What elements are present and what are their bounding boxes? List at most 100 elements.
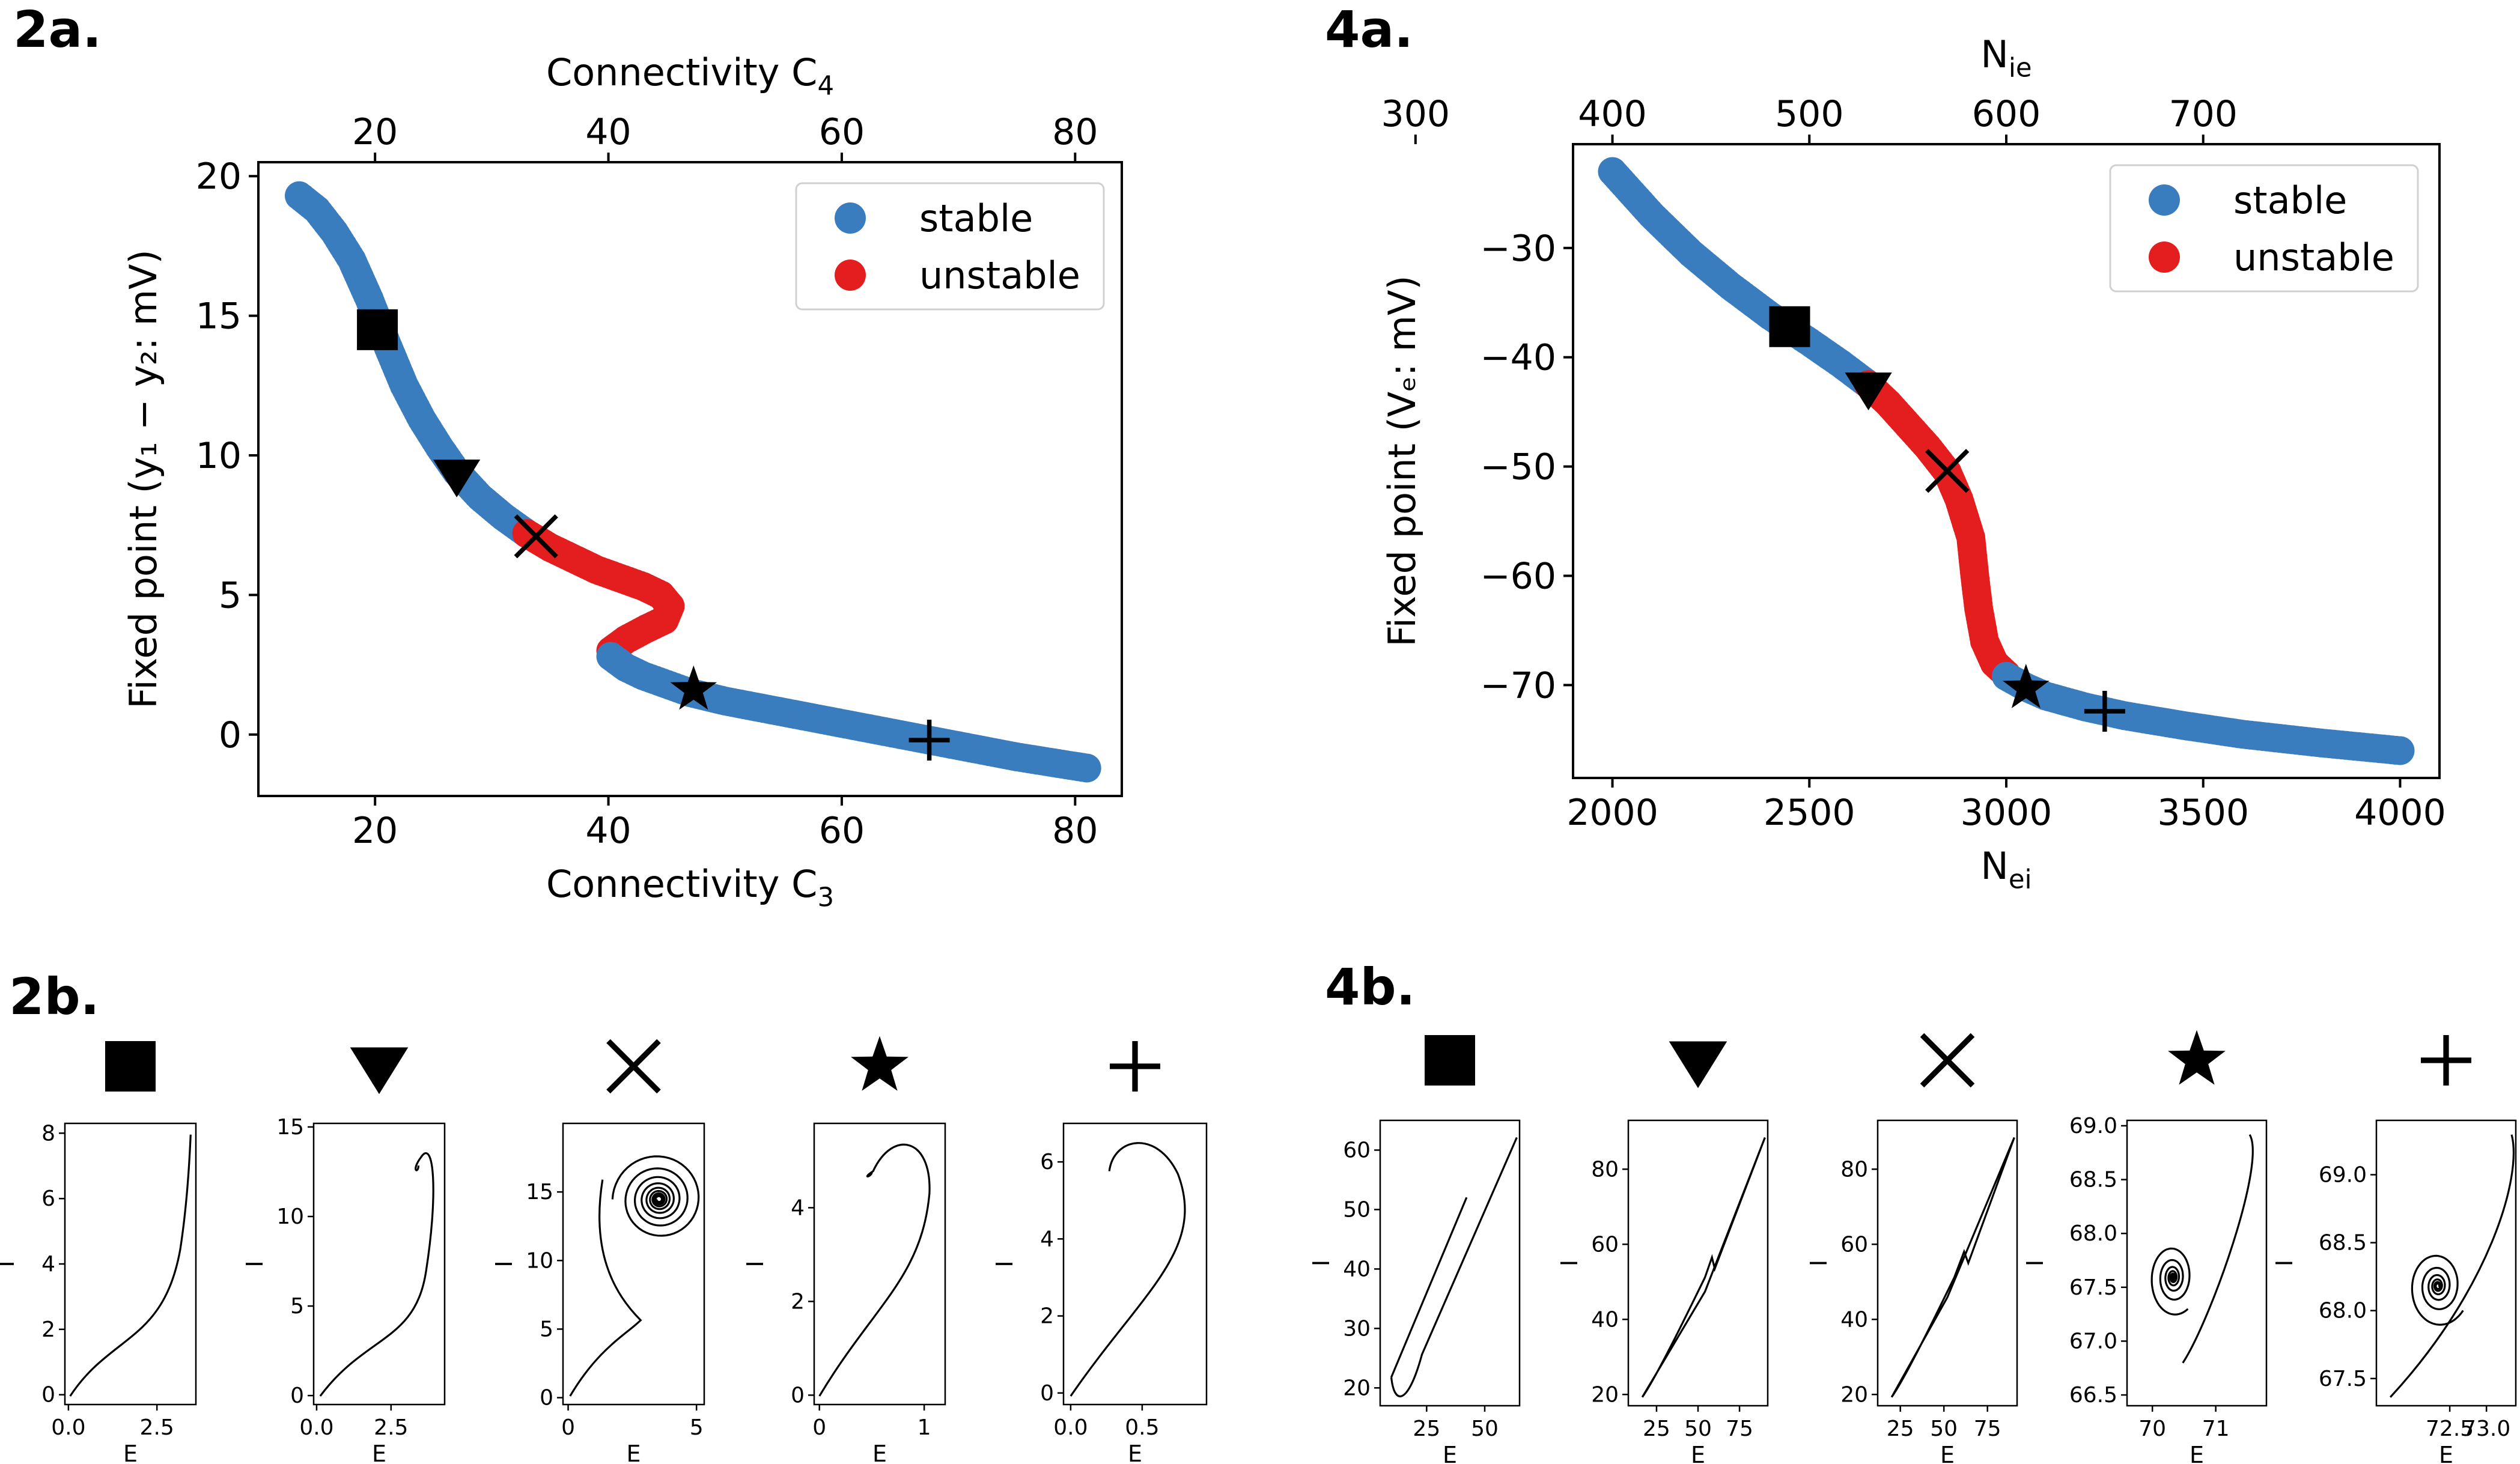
phase-plot-4b-5: 72.573.0 67.5 68.0 68.5 69.0 E I — [2271, 1035, 2517, 1464]
phase-y-tick-label: 68.0 — [2069, 1221, 2117, 1246]
legend-swatch-unstable — [2149, 241, 2180, 273]
y-tick-label: −30 — [1480, 228, 1556, 270]
phase-y-tick-label: 6 — [41, 1186, 55, 1211]
y-tick-label: 20 — [196, 156, 242, 198]
phase-trajectory — [818, 1143, 931, 1397]
phase-y-tick-label: 0 — [791, 1383, 805, 1408]
phase-y-tick-label: 66.5 — [2069, 1383, 2117, 1408]
fixed-point-marker-square — [357, 309, 398, 350]
legend-swatch-stable — [835, 202, 866, 234]
chart-4a: 2000 2500 3000 3500 4000 300 400 500 600 700 −30 −4… — [1380, 32, 2446, 895]
fixed-point-marker-x — [514, 514, 558, 559]
x-tick-label: 2500 — [1764, 792, 1855, 834]
phase-x-axis-label: E — [123, 1441, 138, 1464]
phase-x-axis-label: E — [1128, 1441, 1142, 1464]
x2-tick-label: 700 — [2168, 93, 2238, 135]
fixed-point-marker-plus — [908, 720, 950, 761]
phase-frame — [562, 1122, 705, 1406]
phase-glyph-square — [1425, 1035, 1475, 1086]
phase-y-axis-label: I — [742, 1260, 768, 1267]
phase-y-tick-label: 20 — [1591, 1382, 1619, 1407]
phase-y-tick-label: 60 — [1840, 1232, 1868, 1257]
x2-tick-label: 400 — [1578, 93, 1647, 135]
phase-y-tick-label: 60 — [1591, 1232, 1619, 1257]
phase-x-axis-label: E — [872, 1441, 887, 1464]
x-tick-label: 60 — [819, 810, 865, 852]
phase-plot-2b-3: 0 5 0 5 10 15 E I — [491, 1039, 705, 1464]
phase-glyph-triangle-down — [1669, 1041, 1727, 1089]
phase-x-axis-label: E — [1691, 1442, 1705, 1464]
phase-y-tick-label: 15 — [276, 1115, 304, 1140]
phase-y-tick-label: 10 — [276, 1204, 304, 1229]
phase-x-tick-label: 70 — [2138, 1417, 2166, 1441]
fixed-point-marker-star — [2003, 664, 2050, 708]
y-tick-label: 10 — [196, 435, 242, 477]
phase-x-tick-label: 50 — [1930, 1417, 1958, 1441]
x-axis-label: Nei — [1980, 844, 2032, 895]
phase-plot-2b-1: 0.0 2.5 0 2 4 6 8 E I — [0, 1041, 197, 1464]
y-axis-label: Fixed point (y₁ − y₂: mV) — [121, 249, 165, 708]
phase-x-tick-label: 25 — [1413, 1417, 1440, 1441]
phase-y-tick-label: 30 — [1343, 1316, 1371, 1341]
phase-glyph-star — [2168, 1030, 2226, 1085]
phase-x-tick-label: 0.0 — [51, 1415, 85, 1440]
fixed-point-marker-triangle-down — [1845, 372, 1892, 411]
phase-frame — [2126, 1119, 2268, 1407]
x2-tick-label: 500 — [1775, 93, 1844, 135]
phase-y-tick-label: 6 — [1040, 1150, 1054, 1174]
phase-y-tick-label: 2 — [1040, 1304, 1054, 1329]
phase-x-tick-label: 0.0 — [299, 1415, 333, 1440]
legend-label-unstable: unstable — [919, 254, 1080, 297]
phase-y-axis-label: I — [1806, 1260, 1832, 1266]
phase-frame — [1379, 1119, 1521, 1407]
phase-y-tick-label: 67.5 — [2069, 1275, 2117, 1300]
phase-y-tick-label: 40 — [1840, 1307, 1868, 1332]
x-tick-label: 4000 — [2354, 792, 2446, 834]
phase-plot-4b-3: 25 50 75 20 40 60 80 E I — [1806, 1033, 2018, 1464]
phase-y-tick-label: 50 — [1343, 1197, 1371, 1222]
phase-x-axis-label: E — [372, 1441, 386, 1464]
phase-x-tick-label: 0 — [561, 1415, 575, 1440]
phase-y-tick-label: 8 — [41, 1121, 55, 1146]
phase-y-tick-label: 67.0 — [2069, 1329, 2117, 1353]
phase-plot-4b-1: 25 50 20 30 40 50 60 E I — [1308, 1035, 1521, 1464]
x-tick-label: 3500 — [2157, 792, 2249, 834]
x-tick-label: 80 — [1052, 810, 1098, 852]
phase-y-axis-label: I — [491, 1260, 517, 1267]
phase-y-tick-label: 80 — [1840, 1157, 1868, 1182]
phase-x-axis-label: E — [1443, 1442, 1457, 1464]
x-axis-label: Connectivity C3 — [546, 862, 834, 913]
phase-x-tick-label: 2.5 — [374, 1415, 408, 1440]
phase-x-tick-label: 50 — [1684, 1417, 1712, 1441]
phase-x-tick-label: 25 — [1643, 1417, 1670, 1441]
phase-y-axis-label: I — [1308, 1260, 1335, 1266]
phase-y-tick-label: 4 — [41, 1252, 55, 1277]
legend-box — [795, 182, 1105, 311]
phase-y-axis-label: I — [991, 1260, 1018, 1267]
y-tick-label: −40 — [1480, 337, 1556, 379]
x2-tick-label: 80 — [1052, 111, 1098, 153]
phase-y-tick-label: 20 — [1840, 1382, 1868, 1407]
y-tick-label: −60 — [1480, 555, 1556, 597]
x2-tick-label: 40 — [585, 111, 631, 153]
phase-glyph-square — [105, 1041, 156, 1092]
y-tick-label: 5 — [219, 574, 242, 616]
phase-trajectory — [569, 1179, 642, 1397]
phase-plot-row: 0.02.502468EI0.02.5051015EI05051015EI010… — [0, 1030, 2517, 1464]
phase-frame — [813, 1122, 946, 1406]
phase-y-axis-label: I — [0, 1260, 19, 1267]
phase-y-tick-label: 68.0 — [2319, 1299, 2367, 1323]
phase-y-tick-label: 15 — [526, 1180, 553, 1204]
phase-y-tick-label: 10 — [526, 1248, 553, 1273]
phase-trajectory — [2390, 1134, 2515, 1398]
x2-axis-label: Nie — [1980, 32, 2032, 84]
y-tick-label: −50 — [1480, 446, 1556, 488]
phase-trajectory — [1390, 1137, 1518, 1397]
x2-tick-label: 20 — [352, 111, 398, 153]
phase-y-tick-label: 5 — [290, 1294, 304, 1319]
phase-x-tick-label: 5 — [690, 1415, 704, 1440]
panel-label-2b: 2b. — [9, 967, 100, 1026]
phase-y-tick-label: 0 — [540, 1386, 553, 1411]
panel-label-4a: 4a. — [1325, 0, 1413, 59]
